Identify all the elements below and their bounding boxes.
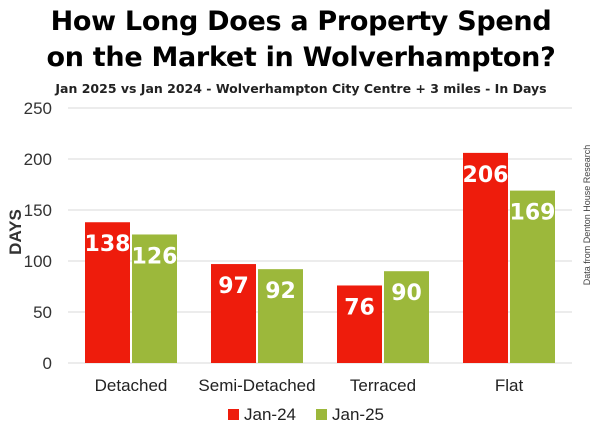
y-tick-label: 150 [24, 201, 52, 220]
legend: Jan-24 Jan-25 [228, 405, 384, 424]
legend-label: Jan-24 [244, 405, 296, 424]
data-label: 92 [265, 279, 296, 304]
data-label: 90 [391, 281, 422, 306]
chart-title-line-1: How Long Does a Property Spend [50, 6, 552, 37]
y-tick-label: 100 [24, 252, 52, 271]
y-tick-label: 200 [24, 150, 52, 169]
x-category-label: Semi-Detached [198, 376, 315, 395]
data-label: 206 [463, 163, 509, 188]
bar-jan-25-semi-detached [258, 269, 303, 363]
data-label: 169 [510, 201, 556, 226]
y-tick-label: 0 [43, 354, 52, 373]
bar-jan-24-flat [463, 152, 508, 363]
chart-title: How Long Does a Property Spend on the Ma… [0, 4, 602, 76]
bar-jan-24-detached [85, 222, 130, 363]
x-category-label: Flat [495, 376, 524, 395]
bar-jan-24-terraced [337, 285, 382, 363]
y-tick-label: 50 [33, 303, 52, 322]
data-label: 138 [85, 232, 131, 257]
bar-jan-24-semi-detached [211, 264, 256, 363]
bar-jan-25-detached [132, 234, 177, 363]
legend-label: Jan-25 [332, 405, 384, 424]
data-label: 76 [344, 295, 375, 320]
chart-subtitle: Jan 2025 vs Jan 2024 - Wolverhampton Cit… [55, 81, 547, 96]
bar-jan-25-terraced [384, 271, 429, 363]
y-tick-label: 250 [24, 99, 52, 118]
legend-swatch-jan-25 [316, 409, 327, 420]
data-label: 97 [218, 274, 249, 299]
y-axis-label: DAYS [6, 209, 25, 255]
x-axis-categories: Detached Semi-Detached Terraced Flat [95, 376, 524, 395]
data-label: 126 [132, 244, 178, 269]
legend-swatch-jan-24 [228, 409, 239, 420]
bar-jan-25-flat [510, 190, 555, 363]
chart-title-line-2: on the Market in Wolverhampton? [46, 42, 556, 73]
x-category-label: Detached [95, 376, 168, 395]
x-category-label: Terraced [350, 376, 416, 395]
y-axis-ticks: 0 50 100 150 200 250 [24, 99, 52, 373]
